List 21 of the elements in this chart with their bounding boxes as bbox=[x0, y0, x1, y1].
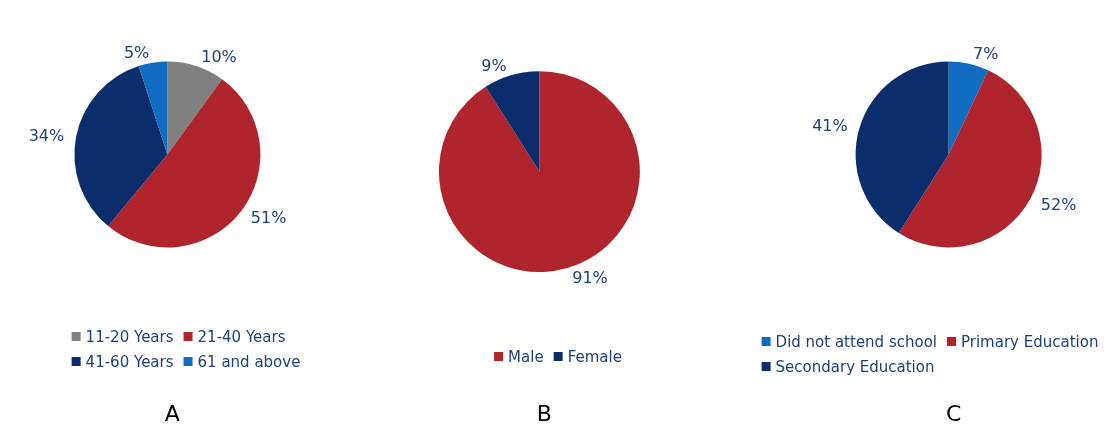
legend-label: Secondary Education bbox=[775, 357, 935, 376]
data-label: 10% bbox=[201, 46, 237, 66]
data-label: 34% bbox=[28, 125, 65, 145]
legend-label: 11-20 Years bbox=[85, 327, 174, 346]
legend-label: Female bbox=[567, 347, 622, 366]
data-label: 9% bbox=[481, 56, 507, 76]
text: C bbox=[945, 400, 962, 426]
data-label: 5% bbox=[123, 43, 150, 63]
legend-label: 21-40 Years bbox=[197, 327, 286, 346]
legend-label: 61 and above bbox=[197, 352, 301, 371]
legend-label: Primary Education bbox=[961, 332, 1099, 351]
text: B bbox=[536, 400, 552, 426]
legend-label: Did not attend school bbox=[775, 332, 938, 351]
data-label: 51% bbox=[250, 208, 287, 228]
data-label: 91% bbox=[572, 268, 608, 288]
legend-label: 41-60 Years bbox=[85, 352, 174, 371]
data-label: 7% bbox=[973, 44, 999, 64]
data-label: 41% bbox=[812, 116, 848, 136]
legend-label: Male bbox=[508, 347, 544, 366]
data-label: 52% bbox=[1040, 194, 1077, 214]
text: A bbox=[164, 400, 180, 426]
